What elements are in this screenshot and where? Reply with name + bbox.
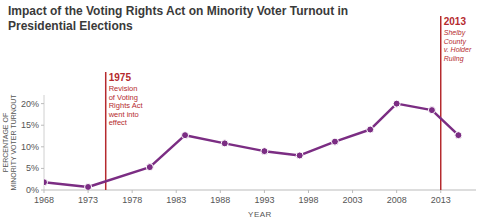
- x-tick-label: 2013: [431, 195, 451, 205]
- x-tick-label: 1993: [254, 195, 274, 205]
- chart-title: Impact of the Voting Rights Act on Minor…: [8, 4, 388, 34]
- y-axis-label-line: PERCENTAGE OF: [2, 113, 9, 172]
- annotation-text: County: [444, 38, 467, 46]
- chart: 0% 5% 10% 15% 20% 1968 1973 1978 1983 1988 1993 199…: [0, 0, 480, 222]
- annotation-text: effect: [109, 118, 128, 127]
- annotation-label: 1975: [109, 72, 132, 83]
- x-tick-label: 2008: [387, 195, 407, 205]
- x-tick: [440, 190, 441, 193]
- y-tick-label: 0%: [26, 185, 39, 195]
- y-tick-label: 5%: [26, 163, 39, 173]
- x-tick-label: 1998: [298, 195, 318, 205]
- data-point: [182, 132, 189, 139]
- annotation-text: v. Holder: [444, 46, 472, 53]
- y-tick: [41, 146, 44, 147]
- y-tick: [41, 168, 44, 169]
- x-tick-label: 1973: [78, 195, 98, 205]
- x-tick-label: 1988: [210, 195, 230, 205]
- x-tick: [88, 190, 89, 193]
- data-point: [455, 132, 462, 139]
- x-tick-label: 1968: [34, 195, 54, 205]
- y-tick: [41, 103, 44, 104]
- x-tick: [352, 190, 353, 193]
- y-axis-label-line: MINORITY VOTER TURNOUT: [10, 94, 17, 191]
- y-tick-label: 10%: [21, 142, 39, 152]
- x-tick: [308, 190, 309, 193]
- y-tick-label: 20%: [21, 99, 39, 109]
- annotation-line: [440, 16, 442, 190]
- y-axis-label: PERCENTAGE OFMINORITY VOTER TURNOUT: [2, 94, 17, 191]
- x-tick: [44, 190, 45, 193]
- data-point: [221, 140, 228, 147]
- y-tick: [41, 125, 44, 126]
- plot-area: [44, 100, 462, 190]
- x-tick: [132, 190, 133, 193]
- data-point: [44, 179, 48, 186]
- x-axis-line: [44, 190, 476, 191]
- x-axis-label: YEAR: [248, 210, 272, 219]
- x-tick-label: 2003: [343, 195, 363, 205]
- data-line: [44, 104, 458, 187]
- annotation-text: Shelby: [444, 29, 466, 37]
- data-point: [331, 138, 338, 145]
- data-point: [146, 164, 153, 171]
- x-tick: [176, 190, 177, 193]
- data-point: [367, 126, 374, 133]
- y-tick-label: 15%: [21, 120, 39, 130]
- data-point: [85, 183, 92, 190]
- data-point: [296, 152, 303, 159]
- x-tick-label: 1978: [122, 195, 142, 205]
- y-axis-line: [44, 95, 45, 190]
- x-tick: [264, 190, 265, 193]
- x-tick: [396, 190, 397, 193]
- annotation-line: [105, 72, 107, 190]
- annotation-label: 2013: [444, 16, 467, 27]
- data-point: [393, 100, 400, 107]
- annotation-text: Ruling: [444, 55, 464, 63]
- data-point: [261, 148, 268, 155]
- x-tick-label: 1983: [166, 195, 186, 205]
- data-point: [428, 107, 435, 114]
- x-tick: [220, 190, 221, 193]
